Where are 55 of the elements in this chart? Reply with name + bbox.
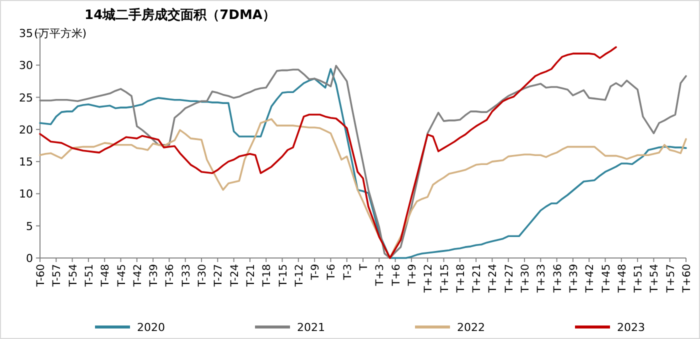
x-tick-label: T-33: [180, 264, 192, 288]
x-tick-label: T-15: [277, 264, 290, 288]
x-tick-label: T-45: [116, 264, 128, 288]
x-tick-label: T-30: [196, 264, 208, 288]
x-tick-label: T-24: [228, 264, 241, 288]
x-tick-label: T-51: [83, 264, 96, 288]
x-tick-label: T+33: [536, 264, 548, 294]
x-tick-label: T-18: [261, 264, 274, 288]
y-tick-label: 5: [26, 220, 33, 233]
x-tick-label: T+12: [422, 264, 435, 294]
x-tick-label: T+6: [390, 264, 402, 287]
x-tick-label: T-54: [67, 264, 80, 288]
legend-label: 2020: [137, 321, 165, 334]
y-tick-label: 10: [19, 188, 33, 201]
x-tick-label: T-12: [293, 264, 306, 288]
x-tick-label: T+15: [438, 264, 451, 294]
y-tick-label: 15: [19, 156, 33, 169]
title: 14城二手房成交面积（7DMA）: [84, 8, 276, 23]
x-tick-label: T: [358, 263, 370, 272]
x-tick-label: T+24: [487, 264, 500, 294]
x-tick-label: T+60: [681, 264, 693, 294]
x-tick-label: T+3: [374, 264, 386, 287]
x-tick-label: T-39: [148, 264, 160, 288]
x-tick-label: T-48: [100, 264, 112, 288]
y-tick-label: 35: [19, 27, 33, 40]
x-tick-label: T-6: [326, 264, 338, 281]
x-tick-label: T+54: [648, 264, 661, 294]
x-tick-label: T-27: [212, 264, 225, 288]
legend-label: 2021: [297, 321, 325, 334]
x-tick-label: T+51: [632, 264, 645, 294]
x-tick-label: T+42: [584, 264, 596, 294]
x-tick-label: T-3: [342, 264, 354, 281]
legend-label: 2023: [617, 321, 645, 334]
x-tick-label: T-21: [244, 264, 257, 288]
ylabel: (万平方米): [34, 27, 87, 40]
y-tick-label: 20: [19, 123, 33, 136]
x-tick-label: T-60: [35, 264, 47, 288]
y-tick-label: 0: [26, 252, 33, 265]
x-tick-label: T+45: [600, 264, 612, 294]
x-tick-label: T+36: [552, 264, 564, 294]
x-tick-label: T-36: [164, 264, 176, 288]
x-tick-label: T-57: [51, 264, 64, 288]
x-tick-label: T+27: [503, 264, 516, 294]
y-tick-label: 25: [19, 91, 33, 104]
legend-label: 2022: [457, 321, 485, 334]
x-tick-label: T-42: [132, 264, 144, 288]
x-tick-label: T+21: [471, 264, 484, 294]
x-tick-label: T+9: [406, 264, 418, 287]
x-tick-label: T+39: [568, 264, 580, 294]
x-tick-label: T+57: [664, 264, 677, 294]
x-tick-label: T-9: [310, 264, 322, 281]
x-tick-label: T+30: [520, 264, 532, 294]
x-tick-label: T+48: [616, 264, 628, 294]
y-tick-label: 30: [19, 59, 33, 72]
x-tick-label: T+18: [454, 264, 467, 294]
